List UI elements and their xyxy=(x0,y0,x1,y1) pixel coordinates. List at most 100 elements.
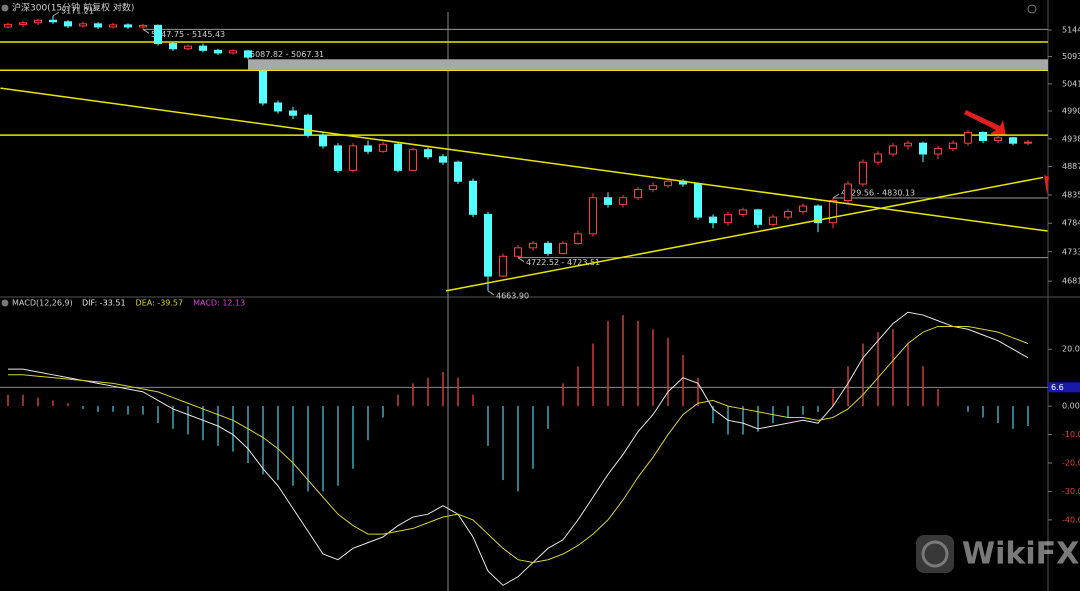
macd-line xyxy=(8,311,1029,586)
annotation: 5087.82 - 5067.31 xyxy=(250,50,324,59)
candle-body xyxy=(814,205,822,224)
candle-body xyxy=(754,209,762,225)
candle-body xyxy=(874,153,882,163)
watermark-text: WikiFX xyxy=(962,537,1079,572)
macd-line xyxy=(8,325,1029,564)
annotation: 4663.90 xyxy=(496,291,529,300)
legend-entry: MACD: 12.13 xyxy=(193,299,245,308)
candle-body xyxy=(244,50,252,58)
candle-body xyxy=(109,24,117,28)
candle-body xyxy=(934,148,942,155)
y-tick-label: 4887 xyxy=(1062,162,1080,171)
y-tick-label: -10.00 xyxy=(1062,430,1080,439)
candle-body xyxy=(529,242,537,249)
y-tick-label: -40.00 xyxy=(1062,515,1080,524)
candle-body xyxy=(439,156,447,163)
y-tick-label: -20.00 xyxy=(1062,458,1080,467)
annotation: 4829.56 - 4830.13 xyxy=(841,188,915,197)
y-tick-label: 0.00 xyxy=(1062,402,1080,411)
candle-body xyxy=(319,134,327,147)
y-tick-label: 5093 xyxy=(1062,52,1080,61)
annotation-pointer xyxy=(517,257,525,263)
candle-body xyxy=(709,216,717,224)
y-tick-label: 5144 xyxy=(1062,26,1080,35)
candle-body xyxy=(589,197,597,235)
candle-body xyxy=(139,24,147,28)
candle-body xyxy=(574,233,582,244)
candle-body xyxy=(1024,141,1032,144)
legend: DIF: -33.51 DEA: -39.57 MACD: 12.13 xyxy=(82,299,245,308)
candle-body xyxy=(799,205,807,213)
watermark-icon xyxy=(921,540,949,568)
candle-body xyxy=(19,22,27,25)
candle-body xyxy=(619,197,627,205)
annotation-pointer xyxy=(142,28,150,34)
y-tick-label: -30.00 xyxy=(1062,487,1080,496)
candle-body xyxy=(919,142,927,155)
annotation: 5171.21 xyxy=(61,7,94,16)
candle-body xyxy=(829,200,837,224)
candle-body xyxy=(979,131,987,141)
candle-body xyxy=(664,180,672,187)
candle-body xyxy=(604,197,612,205)
trend-line xyxy=(445,176,1044,292)
candle-body xyxy=(889,145,897,155)
candle-body xyxy=(229,50,237,54)
chart-title: 沪深300(15分钟 前复权 对数) xyxy=(12,2,134,14)
annotation: 5147.75 - 5145.43 xyxy=(151,30,225,39)
watermark: WikiFX xyxy=(916,535,1079,573)
candle-body xyxy=(334,145,342,171)
trend-line xyxy=(0,87,1048,232)
candle-body xyxy=(49,19,57,23)
arrow xyxy=(1044,175,1049,195)
candle-body xyxy=(859,161,867,185)
candle-body xyxy=(1009,137,1017,144)
marker-box xyxy=(1048,382,1080,393)
candle-body xyxy=(304,114,312,136)
candle-body xyxy=(64,21,72,27)
annotation-pointer xyxy=(832,193,840,199)
icon xyxy=(1,299,9,307)
candle-body xyxy=(514,247,522,257)
candle-body xyxy=(214,49,222,54)
candle-body xyxy=(79,23,87,27)
candle-body xyxy=(4,23,12,28)
candle-body xyxy=(649,185,657,190)
arrow xyxy=(964,110,1006,136)
candle-body xyxy=(154,24,162,45)
annotation-pointer xyxy=(52,11,60,17)
candle-body xyxy=(484,213,492,277)
y-tick-label: 4733 xyxy=(1062,247,1080,256)
candle-body xyxy=(394,143,402,171)
y-tick-label: 4835 xyxy=(1062,190,1080,199)
legend-entry: DEA: -39.57 xyxy=(136,299,184,308)
candle-body xyxy=(694,183,702,218)
candle-body xyxy=(964,131,972,144)
candle-body xyxy=(364,145,372,152)
candle-body xyxy=(784,211,792,218)
candle-body xyxy=(469,180,477,215)
candle-body xyxy=(34,19,42,24)
candle-body xyxy=(559,242,567,254)
y-tick-label: 20.00 xyxy=(1062,345,1080,354)
candle-body xyxy=(259,70,267,104)
candle-body xyxy=(124,24,132,28)
candle-body xyxy=(499,255,507,277)
y-tick-label: 4784 xyxy=(1062,219,1080,228)
candle-body xyxy=(184,45,192,50)
candle-body xyxy=(424,149,432,158)
candle-body xyxy=(769,216,777,225)
candle-body xyxy=(349,145,357,171)
macd-title: MACD(12,26,9) xyxy=(12,299,73,308)
icon xyxy=(1027,4,1037,14)
candle-body xyxy=(904,142,912,147)
candle-body xyxy=(994,137,1002,141)
candle-body xyxy=(454,161,462,182)
candle-body xyxy=(724,213,732,224)
candle-body xyxy=(949,142,957,150)
candle-body xyxy=(409,149,417,171)
candle-body xyxy=(274,102,282,112)
gap-zone xyxy=(248,59,1048,71)
candle-body xyxy=(169,43,177,50)
